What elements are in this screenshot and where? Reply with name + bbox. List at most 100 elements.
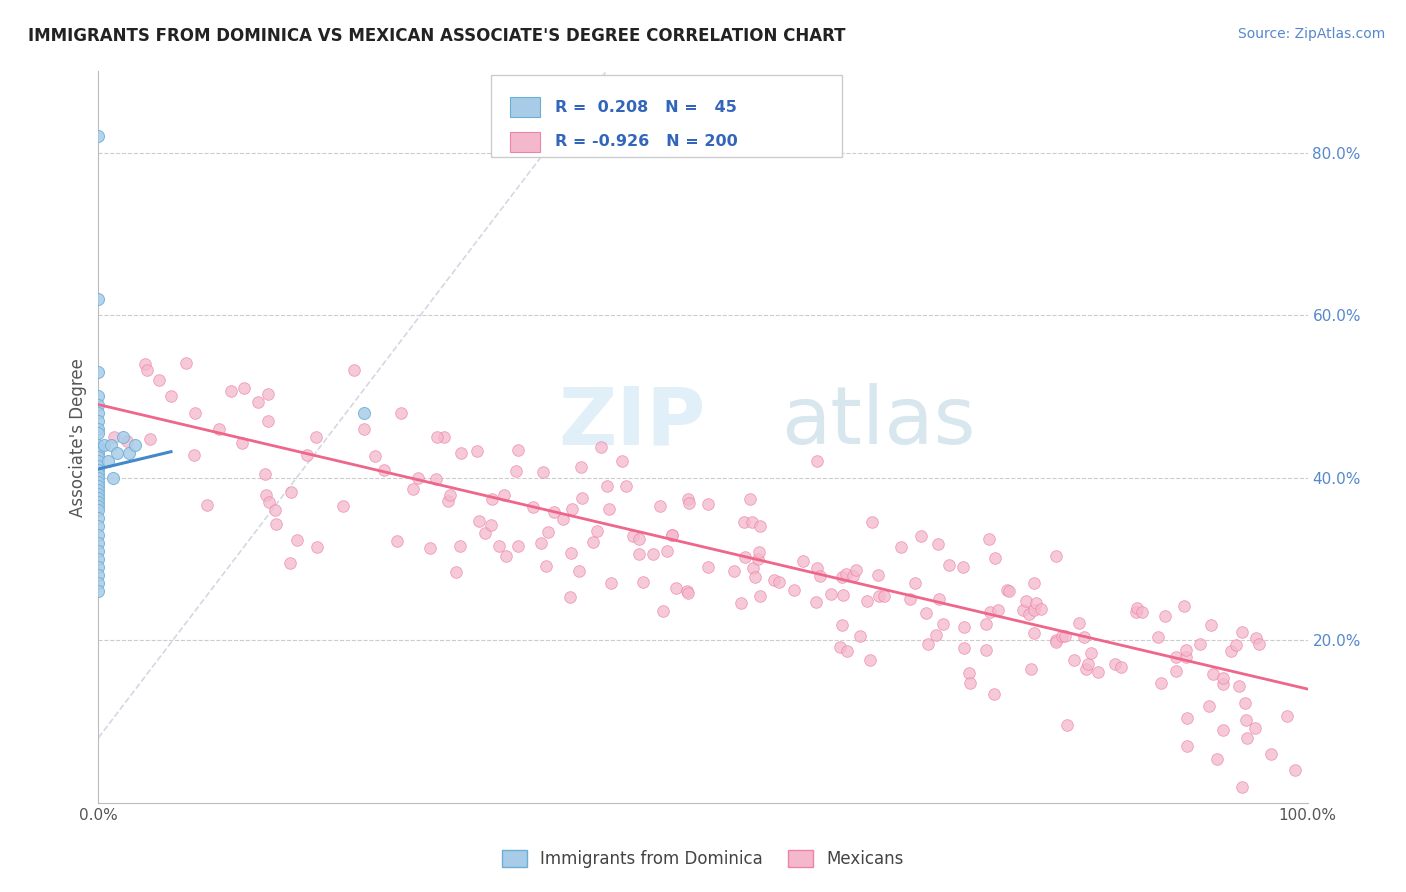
Point [938,558,960,573]
Point [1206,751,1229,765]
Point [264,517,287,532]
Point [87,503,110,517]
FancyBboxPatch shape [492,76,842,157]
Point [1199,618,1222,632]
Point [87,458,110,473]
Point [148,373,170,387]
Point [628,533,651,547]
Point [1175,643,1198,657]
Point [87,544,110,558]
Point [118,446,141,460]
Point [1074,662,1097,676]
Point [87,475,110,489]
Point [208,422,231,436]
Point [742,561,765,575]
Point [987,603,1010,617]
Text: atlas: atlas [782,384,976,461]
Point [87,365,110,379]
Point [741,515,763,529]
Point [1212,723,1234,737]
Point [1132,605,1154,619]
Point [1021,662,1043,676]
Point [1067,615,1090,630]
Point [1230,625,1253,640]
Point [183,448,205,462]
Point [860,516,883,530]
Point [568,564,591,578]
Point [1045,635,1067,649]
Point [830,640,852,654]
Point [762,573,785,587]
Point [481,492,503,507]
Point [1284,764,1306,778]
Point [97,454,120,468]
Point [569,459,592,474]
Point [652,604,675,618]
Point [974,642,997,657]
Point [904,576,927,591]
Point [952,560,974,574]
Point [263,502,285,516]
Point [676,491,699,506]
Point [257,495,280,509]
Point [591,440,613,454]
Point [256,414,278,428]
Point [87,450,110,465]
Point [1024,626,1046,640]
Point [1202,667,1225,681]
Point [219,384,242,398]
Point [295,448,318,462]
Point [1109,660,1132,674]
Point [1018,607,1040,621]
Point [661,528,683,542]
Point [614,479,637,493]
Point [953,640,976,655]
Point [138,432,160,446]
Point [1225,638,1247,652]
Point [1164,650,1187,665]
Point [1175,739,1198,753]
Point [105,446,128,460]
Point [768,574,790,589]
Point [1025,596,1047,610]
Point [1164,664,1187,678]
Point [419,541,441,555]
Point [87,483,110,497]
Point [134,358,156,372]
Point [915,607,938,621]
Point [508,442,530,457]
Point [87,499,110,513]
Point [1247,637,1270,651]
Point [101,471,124,485]
Point [995,582,1018,597]
Point [856,594,879,608]
Point [87,519,110,533]
Point [87,467,110,481]
Point [530,536,553,550]
Point [928,591,950,606]
Text: R = -0.926   N = 200: R = -0.926 N = 200 [555,134,738,149]
Point [280,485,302,500]
Point [959,675,981,690]
Point [87,535,110,549]
Point [87,511,110,525]
Point [890,541,912,555]
Point [531,465,554,479]
Legend: Immigrants from Dominica, Mexicans: Immigrants from Dominica, Mexicans [495,843,911,875]
Point [87,527,110,541]
Point [831,617,853,632]
Point [676,584,699,599]
Point [111,430,134,444]
Point [1154,609,1177,624]
Point [1104,657,1126,672]
Point [389,406,412,420]
Point [806,594,828,608]
Point [586,524,609,538]
Point [1050,629,1073,643]
Point [278,556,301,570]
Point [1173,599,1195,613]
Point [873,589,896,603]
Point [927,537,949,551]
Point [657,544,679,558]
Point [1080,646,1102,660]
